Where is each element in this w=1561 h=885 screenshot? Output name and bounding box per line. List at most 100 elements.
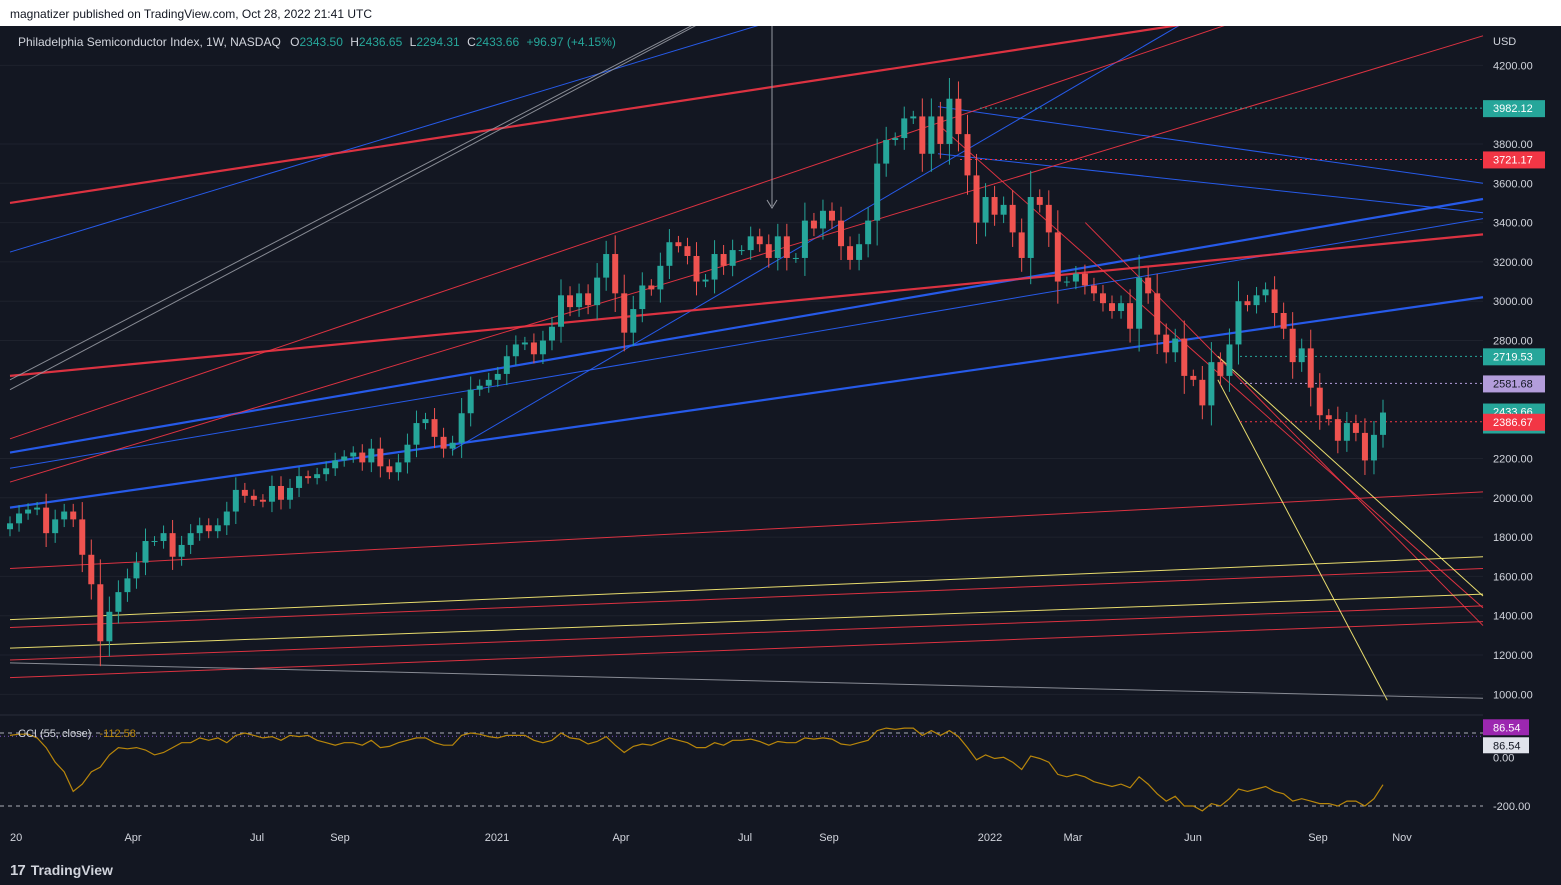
candle[interactable]: [847, 246, 854, 260]
candle[interactable]: [287, 487, 294, 500]
candle[interactable]: [1000, 204, 1007, 215]
candle[interactable]: [440, 436, 447, 449]
candle[interactable]: [1226, 344, 1233, 376]
candle[interactable]: [711, 254, 718, 280]
candle[interactable]: [1136, 277, 1143, 329]
candle[interactable]: [1361, 432, 1368, 461]
trend-line[interactable]: [9, 556, 1484, 621]
candle[interactable]: [160, 533, 167, 542]
candle[interactable]: [1380, 412, 1386, 435]
candle[interactable]: [901, 118, 908, 139]
candle[interactable]: [1127, 303, 1134, 329]
candle[interactable]: [883, 140, 890, 164]
candle[interactable]: [115, 592, 122, 612]
trend-line[interactable]: [937, 106, 1484, 184]
candle[interactable]: [1262, 289, 1269, 296]
cci-legend[interactable]: CCI (55, close) -112.58: [18, 728, 136, 740]
candle[interactable]: [910, 116, 917, 119]
candle[interactable]: [1036, 197, 1043, 205]
candle[interactable]: [1370, 434, 1377, 461]
candle[interactable]: [259, 499, 266, 502]
candle[interactable]: [1181, 338, 1188, 376]
candle[interactable]: [368, 448, 375, 463]
candle[interactable]: [693, 255, 700, 282]
candle[interactable]: [386, 466, 393, 473]
candle[interactable]: [178, 544, 185, 557]
candle[interactable]: [810, 220, 817, 229]
candle[interactable]: [232, 489, 239, 512]
candle[interactable]: [25, 509, 32, 514]
candle[interactable]: [1145, 277, 1152, 294]
trend-line[interactable]: [9, 26, 1483, 440]
candle[interactable]: [1072, 273, 1079, 282]
candle[interactable]: [774, 236, 781, 258]
cci-line[interactable]: [9, 727, 1384, 812]
candle[interactable]: [494, 373, 501, 380]
candle[interactable]: [1018, 232, 1025, 258]
candle[interactable]: [874, 163, 881, 221]
candle[interactable]: [630, 309, 637, 333]
candle[interactable]: [648, 285, 655, 290]
candle[interactable]: [765, 244, 772, 258]
candle[interactable]: [801, 220, 808, 258]
candle[interactable]: [205, 525, 212, 532]
candle[interactable]: [675, 242, 682, 247]
chart-area[interactable]: 0.00 -200.00 86.54 86.54 4200.00 3800.00 3600…: [0, 26, 1561, 855]
candle[interactable]: [1307, 348, 1314, 388]
candle[interactable]: [1063, 281, 1070, 283]
candle[interactable]: [729, 250, 736, 266]
candle[interactable]: [819, 210, 826, 229]
trend-line[interactable]: [9, 218, 1484, 469]
candle[interactable]: [1343, 423, 1350, 441]
candle[interactable]: [1316, 387, 1323, 416]
candle[interactable]: [314, 474, 321, 479]
candle[interactable]: [241, 489, 248, 496]
candle[interactable]: [151, 541, 158, 543]
candle[interactable]: [1271, 289, 1278, 313]
candle[interactable]: [79, 519, 86, 555]
annotation-arrow[interactable]: [766, 26, 778, 209]
candle[interactable]: [52, 519, 59, 534]
price-axis[interactable]: 4200.00 3800.00 3600.00 3400.00 3200.00 3000.…: [1483, 60, 1545, 701]
candle[interactable]: [892, 138, 899, 141]
candle[interactable]: [61, 511, 68, 520]
trend-line[interactable]: [1084, 222, 1484, 626]
candle[interactable]: [1045, 204, 1052, 233]
candle[interactable]: [1109, 303, 1116, 312]
candle[interactable]: [1217, 362, 1224, 376]
candle[interactable]: [16, 513, 23, 524]
candle[interactable]: [142, 541, 149, 563]
candle[interactable]: [1118, 303, 1125, 312]
candle[interactable]: [548, 326, 555, 341]
trend-line[interactable]: [9, 26, 776, 253]
candle[interactable]: [250, 495, 257, 500]
cci-pane[interactable]: 0.00 -200.00 86.54 86.54: [0, 719, 1530, 813]
chart-svg[interactable]: 0.00 -200.00 86.54 86.54 4200.00 3800.00 3600…: [0, 26, 1561, 855]
candle[interactable]: [305, 476, 312, 479]
candle[interactable]: [576, 293, 583, 308]
candle[interactable]: [449, 442, 456, 449]
candle[interactable]: [720, 254, 727, 266]
candle[interactable]: [214, 525, 221, 532]
candle[interactable]: [928, 116, 935, 154]
trend-line[interactable]: [9, 605, 1484, 661]
candle[interactable]: [1154, 293, 1161, 335]
candle[interactable]: [702, 279, 709, 282]
candle[interactable]: [7, 523, 13, 530]
candle[interactable]: [1009, 204, 1016, 233]
candle[interactable]: [594, 277, 601, 306]
candle[interactable]: [1244, 301, 1251, 306]
candle[interactable]: [43, 507, 50, 534]
candle[interactable]: [982, 197, 989, 223]
candle[interactable]: [530, 342, 537, 355]
candle[interactable]: [1325, 415, 1332, 420]
trend-line[interactable]: [451, 26, 1189, 452]
trend-line[interactable]: [9, 491, 1484, 570]
candle[interactable]: [1235, 301, 1242, 345]
candle[interactable]: [657, 265, 664, 290]
candle[interactable]: [476, 385, 483, 390]
candle[interactable]: [1081, 273, 1088, 286]
candle[interactable]: [1253, 295, 1260, 306]
candle[interactable]: [684, 246, 691, 256]
candle[interactable]: [1352, 423, 1359, 433]
